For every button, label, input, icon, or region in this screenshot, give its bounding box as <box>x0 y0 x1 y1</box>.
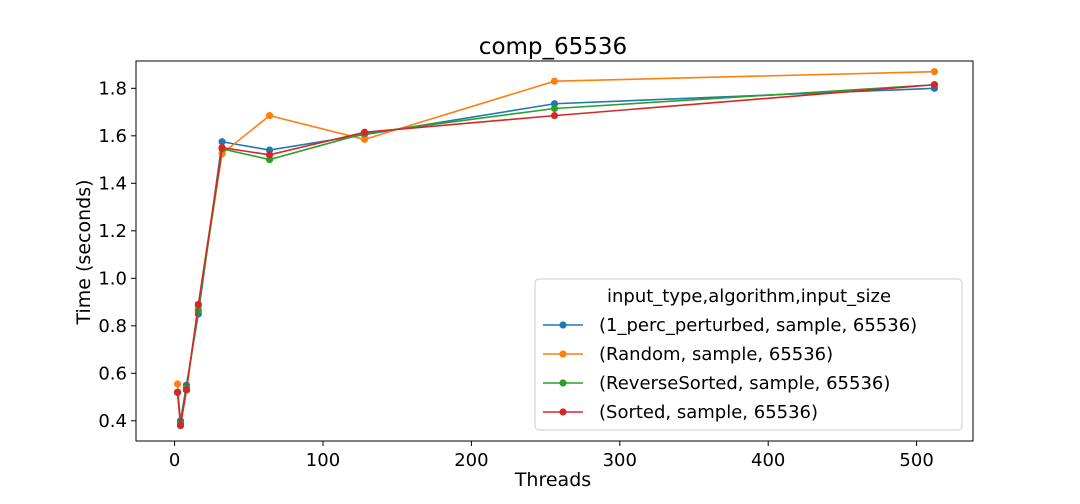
plot-frame <box>135 60 974 442</box>
data-point <box>176 421 185 430</box>
y-tick-label: 1.2 <box>98 221 127 242</box>
y-tick-label: 0.8 <box>98 316 127 337</box>
legend-label: (1_perc_perturbed, sample, 65536) <box>599 315 917 336</box>
legend-marker <box>559 350 567 358</box>
data-point <box>360 135 369 143</box>
data-point <box>265 112 274 120</box>
y-tick-label: 1.6 <box>98 126 127 147</box>
data-point <box>173 388 182 396</box>
legend-entry: (1_perc_perturbed, sample, 65536) <box>543 315 917 336</box>
data-point <box>360 128 369 136</box>
y-tick-label: 1.8 <box>98 78 127 99</box>
legend-marker <box>559 408 567 416</box>
x-tick-label: 500 <box>899 450 933 471</box>
legend-marker <box>559 379 567 387</box>
x-tick-label: 100 <box>306 450 340 471</box>
data-point <box>182 386 191 394</box>
legend-label: (Sorted, sample, 65536) <box>599 402 818 423</box>
x-axis-label: Threads <box>514 469 591 491</box>
data-point <box>194 300 202 309</box>
x-tick-label: 200 <box>454 450 488 471</box>
series-3 <box>173 81 939 430</box>
x-axis: 0 100 200 300 400 500 <box>169 441 934 471</box>
y-axis-label: Time (seconds) <box>73 179 95 325</box>
chart-title: comp_65536 <box>479 34 627 60</box>
legend-marker <box>559 321 567 329</box>
y-axis: 0.4 0.6 0.8 1.0 1.2 1.4 1.6 1.8 <box>98 78 136 432</box>
legend-label: (Random, sample, 65536) <box>599 344 833 365</box>
y-tick-label: 1.4 <box>98 173 127 194</box>
data-point <box>265 151 274 159</box>
data-point <box>218 138 226 146</box>
legend-entry: (ReverseSorted, sample, 65536) <box>543 373 890 394</box>
legend: input_type,algorithm,input_size (1_perc_… <box>534 278 963 431</box>
legend-entry: (Random, sample, 65536) <box>543 344 833 365</box>
data-point <box>218 144 226 152</box>
x-tick-label: 0 <box>169 450 180 471</box>
y-tick-label: 1.0 <box>98 268 127 289</box>
legend-entry: (Sorted, sample, 65536) <box>543 402 818 423</box>
series-layer <box>173 68 939 430</box>
legend-title: input_type,algorithm,input_size <box>607 286 891 307</box>
y-tick-label: 0.6 <box>98 363 127 384</box>
data-point <box>930 81 939 89</box>
data-point <box>550 104 559 113</box>
y-tick-label: 0.4 <box>98 411 127 432</box>
x-tick-label: 300 <box>603 450 637 471</box>
legend-label: (ReverseSorted, sample, 65536) <box>599 373 890 394</box>
data-point <box>550 112 559 120</box>
data-point <box>930 68 939 76</box>
x-tick-label: 400 <box>751 450 785 471</box>
data-point <box>550 77 559 85</box>
legend-entries: (1_perc_perturbed, sample, 65536) (Random… <box>543 315 917 423</box>
data-point <box>173 380 182 388</box>
plot-area <box>135 60 974 442</box>
legend-box <box>534 278 963 431</box>
